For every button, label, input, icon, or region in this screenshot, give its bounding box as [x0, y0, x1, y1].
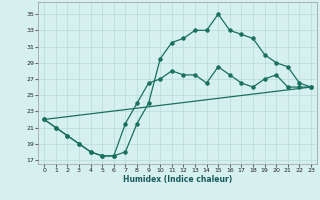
X-axis label: Humidex (Indice chaleur): Humidex (Indice chaleur) [123, 175, 232, 184]
